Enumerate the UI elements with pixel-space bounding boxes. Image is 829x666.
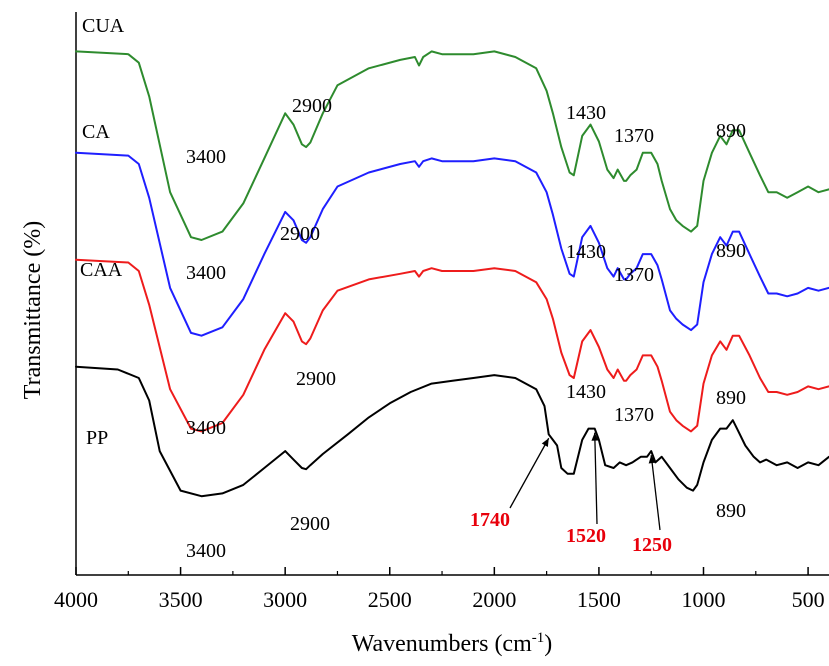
y-axis-title: Transmittance (%) <box>20 221 46 399</box>
x-tick-label: 2500 <box>368 587 412 612</box>
peak-label-ca-1370: 1370 <box>614 264 654 286</box>
series-labels: CUA CA CAA PP <box>80 15 125 449</box>
x-tick-label: 1500 <box>577 587 621 612</box>
x-tick-label: 3000 <box>263 587 307 612</box>
series-label-ca: CA <box>82 121 110 143</box>
peak-label-caa-1430: 1430 <box>566 381 606 403</box>
peak-arrows <box>509 432 661 531</box>
series-line-pp <box>75 365 829 498</box>
peak-label-ca-2900: 2900 <box>280 223 320 245</box>
peak-label-ca-1430: 1430 <box>566 241 606 263</box>
series-label-pp: PP <box>86 427 108 449</box>
x-axis-title-main: Wavenumbers (cm <box>352 631 532 657</box>
x-tick-label: 2000 <box>472 587 516 612</box>
peak-label-cua-2900: 2900 <box>292 95 332 117</box>
series-line-ca <box>75 151 829 337</box>
peak-arrow-shaft-1520 <box>594 432 598 525</box>
series-label-caa: CAA <box>80 259 123 281</box>
peak-label-caa-1370: 1370 <box>614 404 654 426</box>
peak-label-pp-2900: 2900 <box>290 513 330 535</box>
peak-label-pp-1520: 1520 <box>566 525 606 547</box>
peak-label-caa-2900: 2900 <box>296 368 336 390</box>
peak-label-ca-890: 890 <box>716 240 746 262</box>
peak-label-pp-1250: 1250 <box>632 534 672 556</box>
x-tick-label: 3500 <box>159 587 203 612</box>
plot-area: 4000 3500 3000 2500 2000 1500 1000 500 CUA CA CAA… <box>54 12 829 612</box>
peak-label-caa-3400: 3400 <box>186 417 226 439</box>
peak-label-cua-1430: 1430 <box>566 102 606 124</box>
x-axis-title-sup: -1 <box>532 630 545 646</box>
peak-label-cua-1370: 1370 <box>614 125 654 147</box>
peak-label-pp-3400: 3400 <box>186 540 226 562</box>
series-label-cua: CUA <box>82 15 125 37</box>
series-lines <box>75 50 829 498</box>
series-line-caa <box>75 258 829 433</box>
peak-arrow-head-1520 <box>591 432 599 441</box>
peak-label-pp-890: 890 <box>716 500 746 522</box>
peak-labels: 3400 2900 1430 1370 890 3400 2900 1430 1370 890 34… <box>186 95 746 562</box>
peak-arrow-head-1740 <box>541 438 549 447</box>
peak-label-caa-890: 890 <box>716 387 746 409</box>
peak-label-cua-890: 890 <box>716 120 746 142</box>
x-tick-label: 500 <box>792 587 825 612</box>
x-axis-title-end: ) <box>544 631 552 657</box>
x-tick-label: 4000 <box>54 587 98 612</box>
x-axis-title: Wavenumbers (cm-1) <box>352 630 553 657</box>
peak-arrow-shaft-1740 <box>509 437 550 509</box>
x-ticks: 4000 3500 3000 2500 2000 1500 1000 500 <box>54 567 825 612</box>
x-tick-label: 1000 <box>682 587 726 612</box>
peak-label-cua-3400: 3400 <box>186 146 226 168</box>
peak-label-ca-3400: 3400 <box>186 262 226 284</box>
series-line-cua <box>75 50 829 241</box>
peak-label-pp-1740: 1740 <box>470 509 510 531</box>
peak-arrow-shaft-1250 <box>650 455 661 531</box>
peak-arrow-head-1250 <box>648 455 656 464</box>
